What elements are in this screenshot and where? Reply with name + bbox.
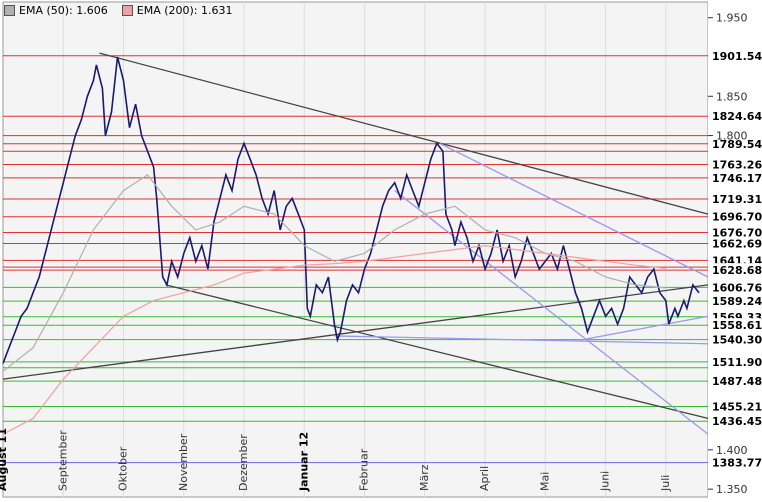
series-line-ema-50- — [2, 174, 666, 372]
support-label-bg — [709, 318, 761, 333]
resistance-label-bg — [709, 236, 761, 251]
resistance-label-bg — [709, 225, 761, 240]
resistance-label-bg — [709, 170, 761, 185]
support-label: 1589.24 — [712, 295, 762, 308]
blue-level-label-bg — [709, 455, 761, 470]
x-tick-label: September — [56, 430, 69, 491]
support-label: 1436.45 — [712, 415, 762, 428]
trendline — [334, 335, 709, 345]
trendline — [99, 52, 709, 215]
x-tick-label: Dezember — [237, 434, 250, 491]
resistance-label: 1901.54 — [712, 50, 762, 63]
resistance-label: 1763.26 — [712, 158, 762, 171]
support-label-bg — [709, 280, 761, 295]
y-tick-label: 1.800 — [716, 130, 748, 143]
support-label: 1487.48 — [712, 375, 762, 388]
legend-item-ema200: EMA (200): 1.631 — [121, 4, 233, 17]
x-tick-label: März — [418, 464, 431, 491]
trendline — [165, 284, 709, 420]
x-tick-label: April — [478, 466, 491, 491]
support-label-bg — [709, 294, 761, 309]
resistance-label-bg — [709, 157, 761, 172]
x-tick-label: November — [177, 433, 190, 491]
y-tick-label: 1.400 — [716, 444, 748, 457]
x-tick-label: Juni — [599, 471, 612, 492]
resistance-label-bg — [709, 48, 761, 63]
resistance-label: 1676.70 — [712, 226, 762, 239]
y-tick-label: 1.350 — [716, 483, 748, 496]
plot-background — [2, 1, 709, 498]
x-tick-label: Mai — [538, 472, 551, 491]
support-label-bg — [709, 332, 761, 347]
trendline — [581, 315, 709, 341]
support-label: 1558.61 — [712, 319, 762, 332]
y-tick-label: 1.850 — [716, 90, 748, 103]
legend-swatch-ema200 — [121, 5, 133, 16]
resistance-label: 1789.54 — [712, 138, 762, 151]
resistance-label: 1824.64 — [712, 110, 762, 123]
resistance-label: 1662.69 — [712, 237, 762, 250]
resistance-label-bg — [709, 191, 761, 206]
legend-swatch-ema50 — [4, 5, 15, 16]
resistance-label-bg — [709, 209, 761, 224]
resistance-label: 1696.70 — [712, 211, 762, 224]
chart-legend: EMA (50): 1.606 EMA (200): 1.631 — [4, 4, 232, 17]
x-tick-label: Februar — [358, 448, 371, 491]
blue-level-label: 1383.77 — [712, 457, 762, 470]
support-label: 1606.76 — [712, 281, 762, 294]
resistance-label-bg — [709, 109, 761, 124]
resistance-label: 1746.17 — [712, 172, 762, 185]
trendline — [2, 284, 709, 380]
legend-label-ema50: EMA (50): 1.606 — [19, 4, 108, 17]
resistance-label-bg — [709, 136, 761, 151]
resistance-label: 1719.31 — [712, 193, 762, 206]
x-tick-label: August 11 — [0, 428, 9, 491]
legend-label-ema200: EMA (200): 1.631 — [136, 4, 233, 17]
support-label: 1455.21 — [712, 400, 762, 413]
series-line-price — [2, 56, 700, 364]
support-label: 1511.90 — [712, 356, 762, 369]
support-label-bg — [709, 354, 761, 369]
legend-item-ema50: EMA (50): 1.606 — [4, 4, 108, 17]
support-label-bg — [709, 414, 761, 429]
resistance-label: 1628.68 — [712, 264, 762, 277]
trendline — [439, 142, 709, 278]
x-tick-label: Oktober — [117, 446, 130, 491]
support-label: 1540.30 — [712, 334, 762, 347]
y-tick-label: 1.950 — [716, 12, 748, 25]
x-tick-label: Januar 12 — [297, 432, 310, 492]
support-label-bg — [709, 399, 761, 414]
support-label-bg — [709, 374, 761, 389]
series-line-ema-200- — [2, 244, 666, 435]
resistance-label-bg — [709, 263, 761, 278]
trendline — [394, 190, 709, 435]
x-tick-label: Juli — [659, 475, 672, 492]
